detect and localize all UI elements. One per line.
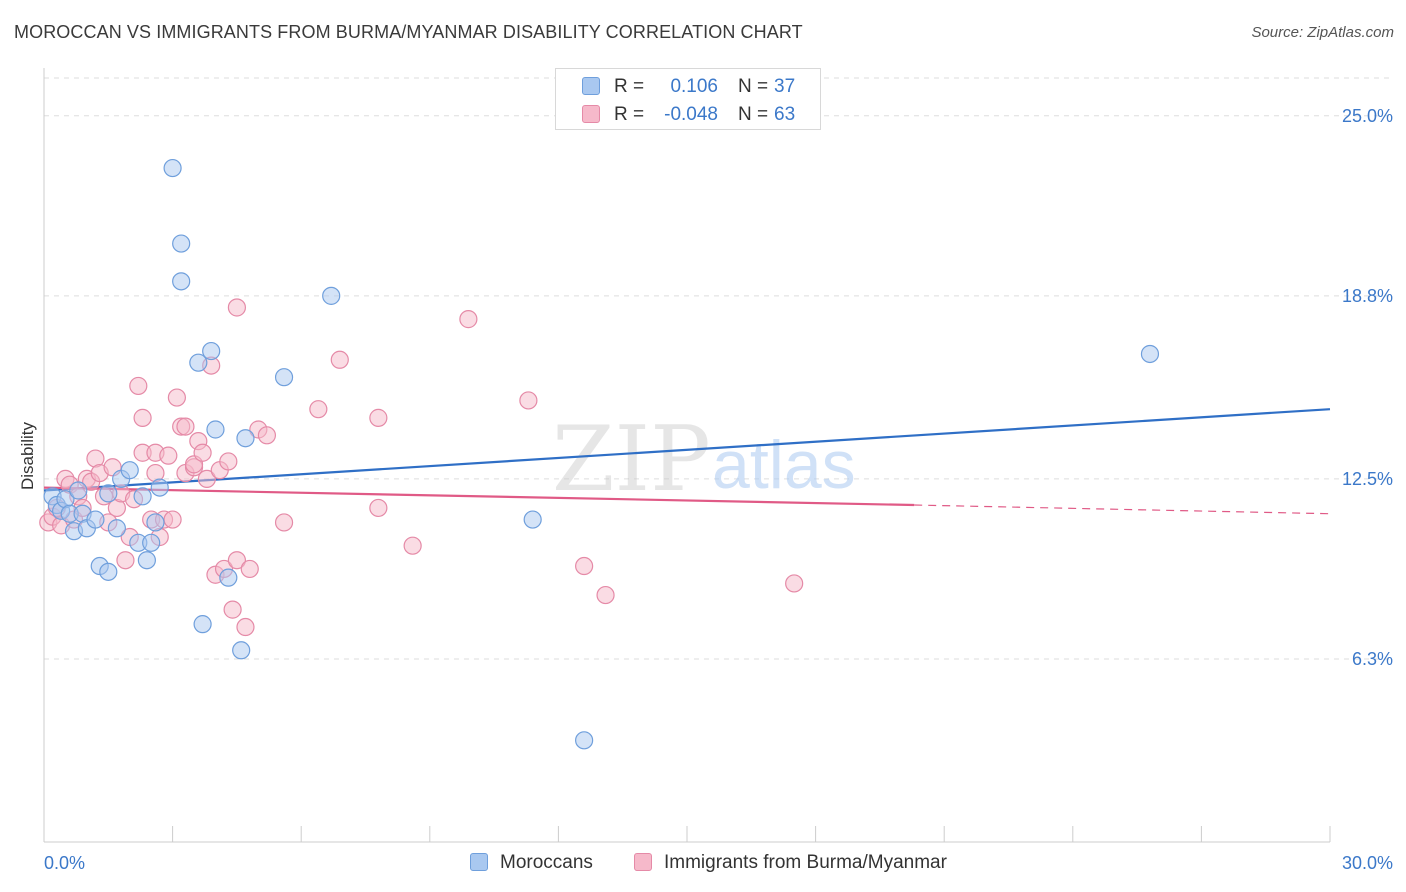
burma-point <box>159 446 178 465</box>
burma-point <box>193 443 212 462</box>
legend-label: Moroccans <box>500 852 593 873</box>
legend-label: Immigrants from Burma/Myanmar <box>664 852 947 873</box>
moroccans-point <box>150 478 169 497</box>
moroccans-point <box>107 519 126 538</box>
burma-point <box>236 617 255 637</box>
burma-point <box>575 556 594 576</box>
burma-point <box>133 408 152 427</box>
y-axis-label: Disability <box>18 421 37 490</box>
burma-point <box>223 600 242 619</box>
moroccans-point <box>1140 344 1160 364</box>
watermark: ZIP atlas <box>552 407 856 512</box>
n-label: N = <box>738 104 769 125</box>
burma-point <box>369 498 388 518</box>
x-tick-label: 0.0% <box>44 853 85 873</box>
y-tick-label: 18.8% <box>1342 286 1393 306</box>
series-legend: Moroccans Immigrants from Burma/Myanmar <box>0 852 1406 878</box>
stats-row-moroccans: R = 0.106 N = 37 <box>556 73 820 101</box>
burma-point <box>459 310 478 329</box>
source-credit: Source: ZipAtlas.com <box>1251 24 1394 41</box>
moroccans-swatch <box>582 77 600 95</box>
moroccans-point <box>69 481 88 500</box>
burma-point <box>219 452 238 471</box>
burma-point <box>167 388 186 407</box>
burma-point <box>403 536 422 555</box>
burma-point <box>163 510 182 529</box>
burma-point <box>116 551 135 570</box>
burma-point <box>227 298 246 317</box>
y-tick-label: 12.5% <box>1342 469 1393 489</box>
burma-trend-extension <box>914 504 1331 515</box>
burma-point <box>330 350 349 369</box>
moroccans-point <box>274 368 294 387</box>
moroccans-point <box>219 568 238 587</box>
watermark-zip: ZIP <box>552 407 711 512</box>
n-value: 37 <box>774 76 796 97</box>
moroccans-point <box>99 484 118 503</box>
moroccans-point <box>202 341 221 361</box>
n-label: N = <box>738 76 769 97</box>
stats-row-burma: R = -0.048 N = 63 <box>556 101 820 129</box>
trend-lines <box>43 408 1331 515</box>
moroccans-point <box>189 353 208 372</box>
moroccans-point <box>133 487 152 506</box>
axes <box>43 68 1331 843</box>
burma-point <box>309 400 328 419</box>
moroccans-point <box>232 641 251 660</box>
burma-point <box>129 376 148 396</box>
data-points <box>39 158 1160 750</box>
chart-title: MOROCCAN VS IMMIGRANTS FROM BURMA/MYANMA… <box>14 22 803 42</box>
moroccans-point <box>137 551 156 570</box>
moroccans-point <box>142 533 161 552</box>
moroccans-point <box>86 510 105 529</box>
burma-trend-line <box>43 486 915 507</box>
burma-point <box>176 417 195 436</box>
n-value: 63 <box>774 104 796 125</box>
burma-point <box>785 574 804 593</box>
moroccans-point <box>322 286 341 305</box>
x-tick-label: 30.0% <box>1342 853 1393 873</box>
y-tick-label: 6.3% <box>1352 649 1393 669</box>
watermark-atlas: atlas <box>712 427 856 503</box>
y-tick-label: 25.0% <box>1342 106 1393 126</box>
moroccans-trend-line <box>43 408 1331 492</box>
burma-point <box>227 551 246 570</box>
burma-point <box>240 559 259 579</box>
moroccans-point <box>163 158 182 178</box>
legend-item-burma: Immigrants from Burma/Myanmar <box>634 852 947 874</box>
moroccans-point <box>206 420 225 439</box>
moroccans-point <box>172 234 191 253</box>
moroccans-point <box>146 513 165 532</box>
moroccans-swatch <box>470 853 488 871</box>
tick-labels: 6.3% 12.5% 18.8% 25.0% 0.0% 30.0% Disability <box>18 106 1393 873</box>
legend-item-moroccans: Moroccans <box>470 852 593 874</box>
r-value: 0.106 <box>670 76 718 97</box>
r-value: -0.048 <box>664 104 718 125</box>
r-label: R = <box>614 76 645 97</box>
burma-point <box>369 408 388 427</box>
moroccans-point <box>120 461 139 480</box>
burma-swatch <box>582 105 600 123</box>
moroccans-point <box>523 510 542 529</box>
burma-point <box>274 513 294 532</box>
moroccans-point <box>99 562 118 581</box>
burma-point <box>596 585 615 605</box>
moroccans-point <box>236 429 255 448</box>
r-label: R = <box>614 104 645 125</box>
burma-point <box>257 426 277 445</box>
burma-swatch <box>634 853 652 871</box>
moroccans-point <box>172 272 191 291</box>
burma-point <box>197 469 216 488</box>
moroccans-point <box>575 731 594 750</box>
moroccans-point <box>193 615 212 634</box>
stats-legend: R = 0.106 N = 37 R = -0.048 N = 63 <box>555 68 821 130</box>
burma-point <box>519 391 538 410</box>
